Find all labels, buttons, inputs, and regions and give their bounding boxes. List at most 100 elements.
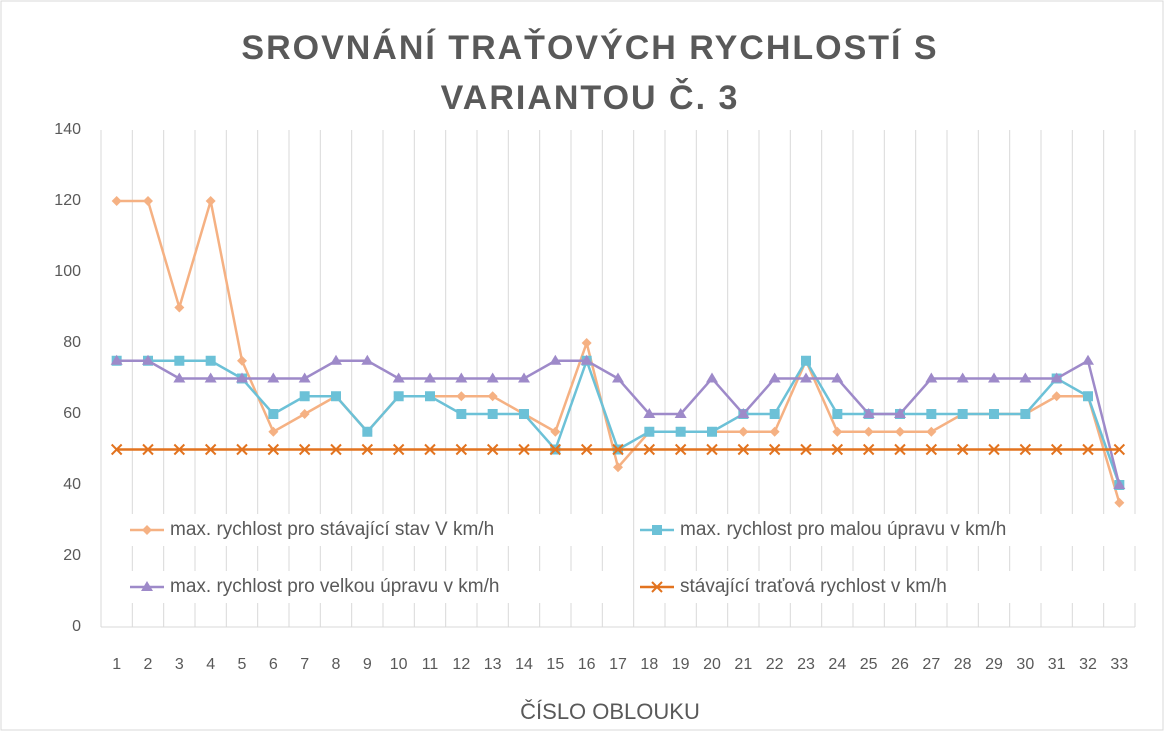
data-point <box>925 443 938 456</box>
data-point <box>486 372 499 383</box>
y-tick-label: 0 <box>72 618 81 635</box>
data-point <box>173 443 186 456</box>
data-point <box>142 354 154 365</box>
data-point <box>894 443 906 456</box>
data-point <box>519 409 529 419</box>
data-point <box>298 443 311 456</box>
data-point <box>362 426 373 437</box>
legend-label: max. rychlost pro stávající stav V km/h <box>170 519 494 540</box>
data-point <box>926 426 937 437</box>
data-point <box>173 372 186 383</box>
data-point <box>487 391 498 402</box>
y-tick-label: 40 <box>63 476 81 493</box>
data-point <box>174 355 185 366</box>
data-point <box>518 443 530 456</box>
data-point <box>612 372 624 383</box>
y-tick-label: 80 <box>63 334 81 351</box>
x-axis-title: ČÍSLO OBLOUKU <box>520 699 700 724</box>
data-point <box>895 426 905 437</box>
x-tick-label: 16 <box>578 656 596 673</box>
x-tick-label: 19 <box>672 656 690 673</box>
data-point <box>268 409 279 419</box>
data-point <box>392 443 405 456</box>
data-point <box>832 409 843 419</box>
x-tick-label: 9 <box>363 656 372 673</box>
data-point <box>204 443 217 456</box>
data-point <box>299 409 310 419</box>
x-tick-label: 1 <box>112 656 121 673</box>
x-tick-label: 23 <box>797 656 815 673</box>
data-point <box>456 391 467 402</box>
data-point <box>831 372 844 383</box>
x-tick-label: 25 <box>860 656 878 673</box>
x-tick-label: 22 <box>766 656 784 673</box>
chart-title: SROVNÁNÍ TRAŤOVÝCH RYCHLOSTÍ S <box>241 29 938 67</box>
data-point <box>801 355 811 366</box>
y-tick-label: 140 <box>54 121 81 138</box>
data-point <box>1050 443 1063 456</box>
x-tick-label: 11 <box>422 656 439 673</box>
x-tick-label: 3 <box>175 656 184 673</box>
x-tick-label: 31 <box>1048 656 1066 673</box>
data-point <box>926 409 937 419</box>
data-point <box>550 426 561 437</box>
x-tick-label: 30 <box>1016 656 1034 673</box>
x-tick-label: 4 <box>206 656 215 673</box>
data-point <box>1050 372 1063 383</box>
data-point <box>769 409 780 419</box>
data-point <box>267 372 280 383</box>
y-tick-label: 20 <box>63 547 81 564</box>
data-point <box>331 391 341 402</box>
legend-marker <box>141 581 153 591</box>
data-point <box>110 443 123 456</box>
data-point <box>738 426 749 437</box>
data-point <box>737 443 750 456</box>
data-point <box>737 408 750 418</box>
x-tick-label: 7 <box>300 656 309 673</box>
x-tick-label: 18 <box>640 656 658 673</box>
data-point <box>1019 372 1032 383</box>
x-tick-label: 15 <box>546 656 564 673</box>
data-point <box>518 372 530 383</box>
legend-label: max. rychlost pro malou úpravu v km/h <box>680 519 1006 540</box>
x-tick-label: 13 <box>484 656 502 673</box>
data-point <box>111 196 122 206</box>
legend-marker <box>142 525 152 535</box>
x-tick-label: 32 <box>1079 656 1097 673</box>
x-tick-label: 6 <box>269 656 278 673</box>
data-point <box>988 443 1000 456</box>
data-point <box>299 391 310 402</box>
data-point <box>455 372 468 383</box>
data-point <box>361 443 374 456</box>
data-point <box>894 408 906 418</box>
data-point <box>330 443 342 456</box>
legend-label: stávající traťová rychlost v km/h <box>680 576 947 597</box>
data-point <box>768 443 781 456</box>
data-point <box>143 196 153 206</box>
data-point <box>1114 497 1125 508</box>
data-point <box>956 443 969 456</box>
data-point <box>1113 479 1126 489</box>
data-point <box>769 426 780 437</box>
data-point <box>205 196 216 206</box>
data-point <box>580 354 593 365</box>
legend-bg <box>636 571 1136 603</box>
y-tick-label: 100 <box>54 263 81 280</box>
data-point <box>392 372 405 383</box>
legend-marker <box>651 581 663 593</box>
data-point <box>862 443 875 456</box>
data-point <box>580 443 593 456</box>
data-point <box>361 354 374 365</box>
data-point <box>1082 443 1094 456</box>
data-point <box>456 409 467 419</box>
data-point <box>204 372 217 383</box>
x-tick-label: 20 <box>703 656 721 673</box>
x-tick-label: 27 <box>922 656 940 673</box>
x-tick-label: 21 <box>734 656 752 673</box>
data-point <box>268 426 279 437</box>
data-point <box>862 408 875 418</box>
data-point <box>643 408 656 418</box>
data-point <box>486 443 499 456</box>
data-point <box>393 391 404 402</box>
